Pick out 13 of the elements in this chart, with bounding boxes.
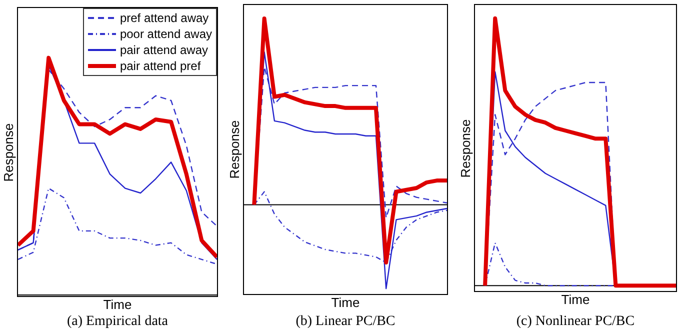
legend-label: pref attend away [120,11,209,25]
legend-label: pair attend away [120,43,208,57]
y-axis-title: Response [458,118,473,178]
legend-label: poor attend away [120,27,212,41]
x-axis-title: Time [102,297,133,312]
y-axis-title: Response [226,120,242,179]
text: (a) Empirical data [66,314,170,330]
legend-label: pair attend pref [120,59,201,73]
x-axis-title: Time [330,295,361,310]
text: (c) Nonlinear PC/BC [515,314,636,330]
x-axis-title: Time [560,292,591,307]
y-axis-title: Response [0,122,16,182]
text: (b) Linear PC/BC [294,314,396,330]
